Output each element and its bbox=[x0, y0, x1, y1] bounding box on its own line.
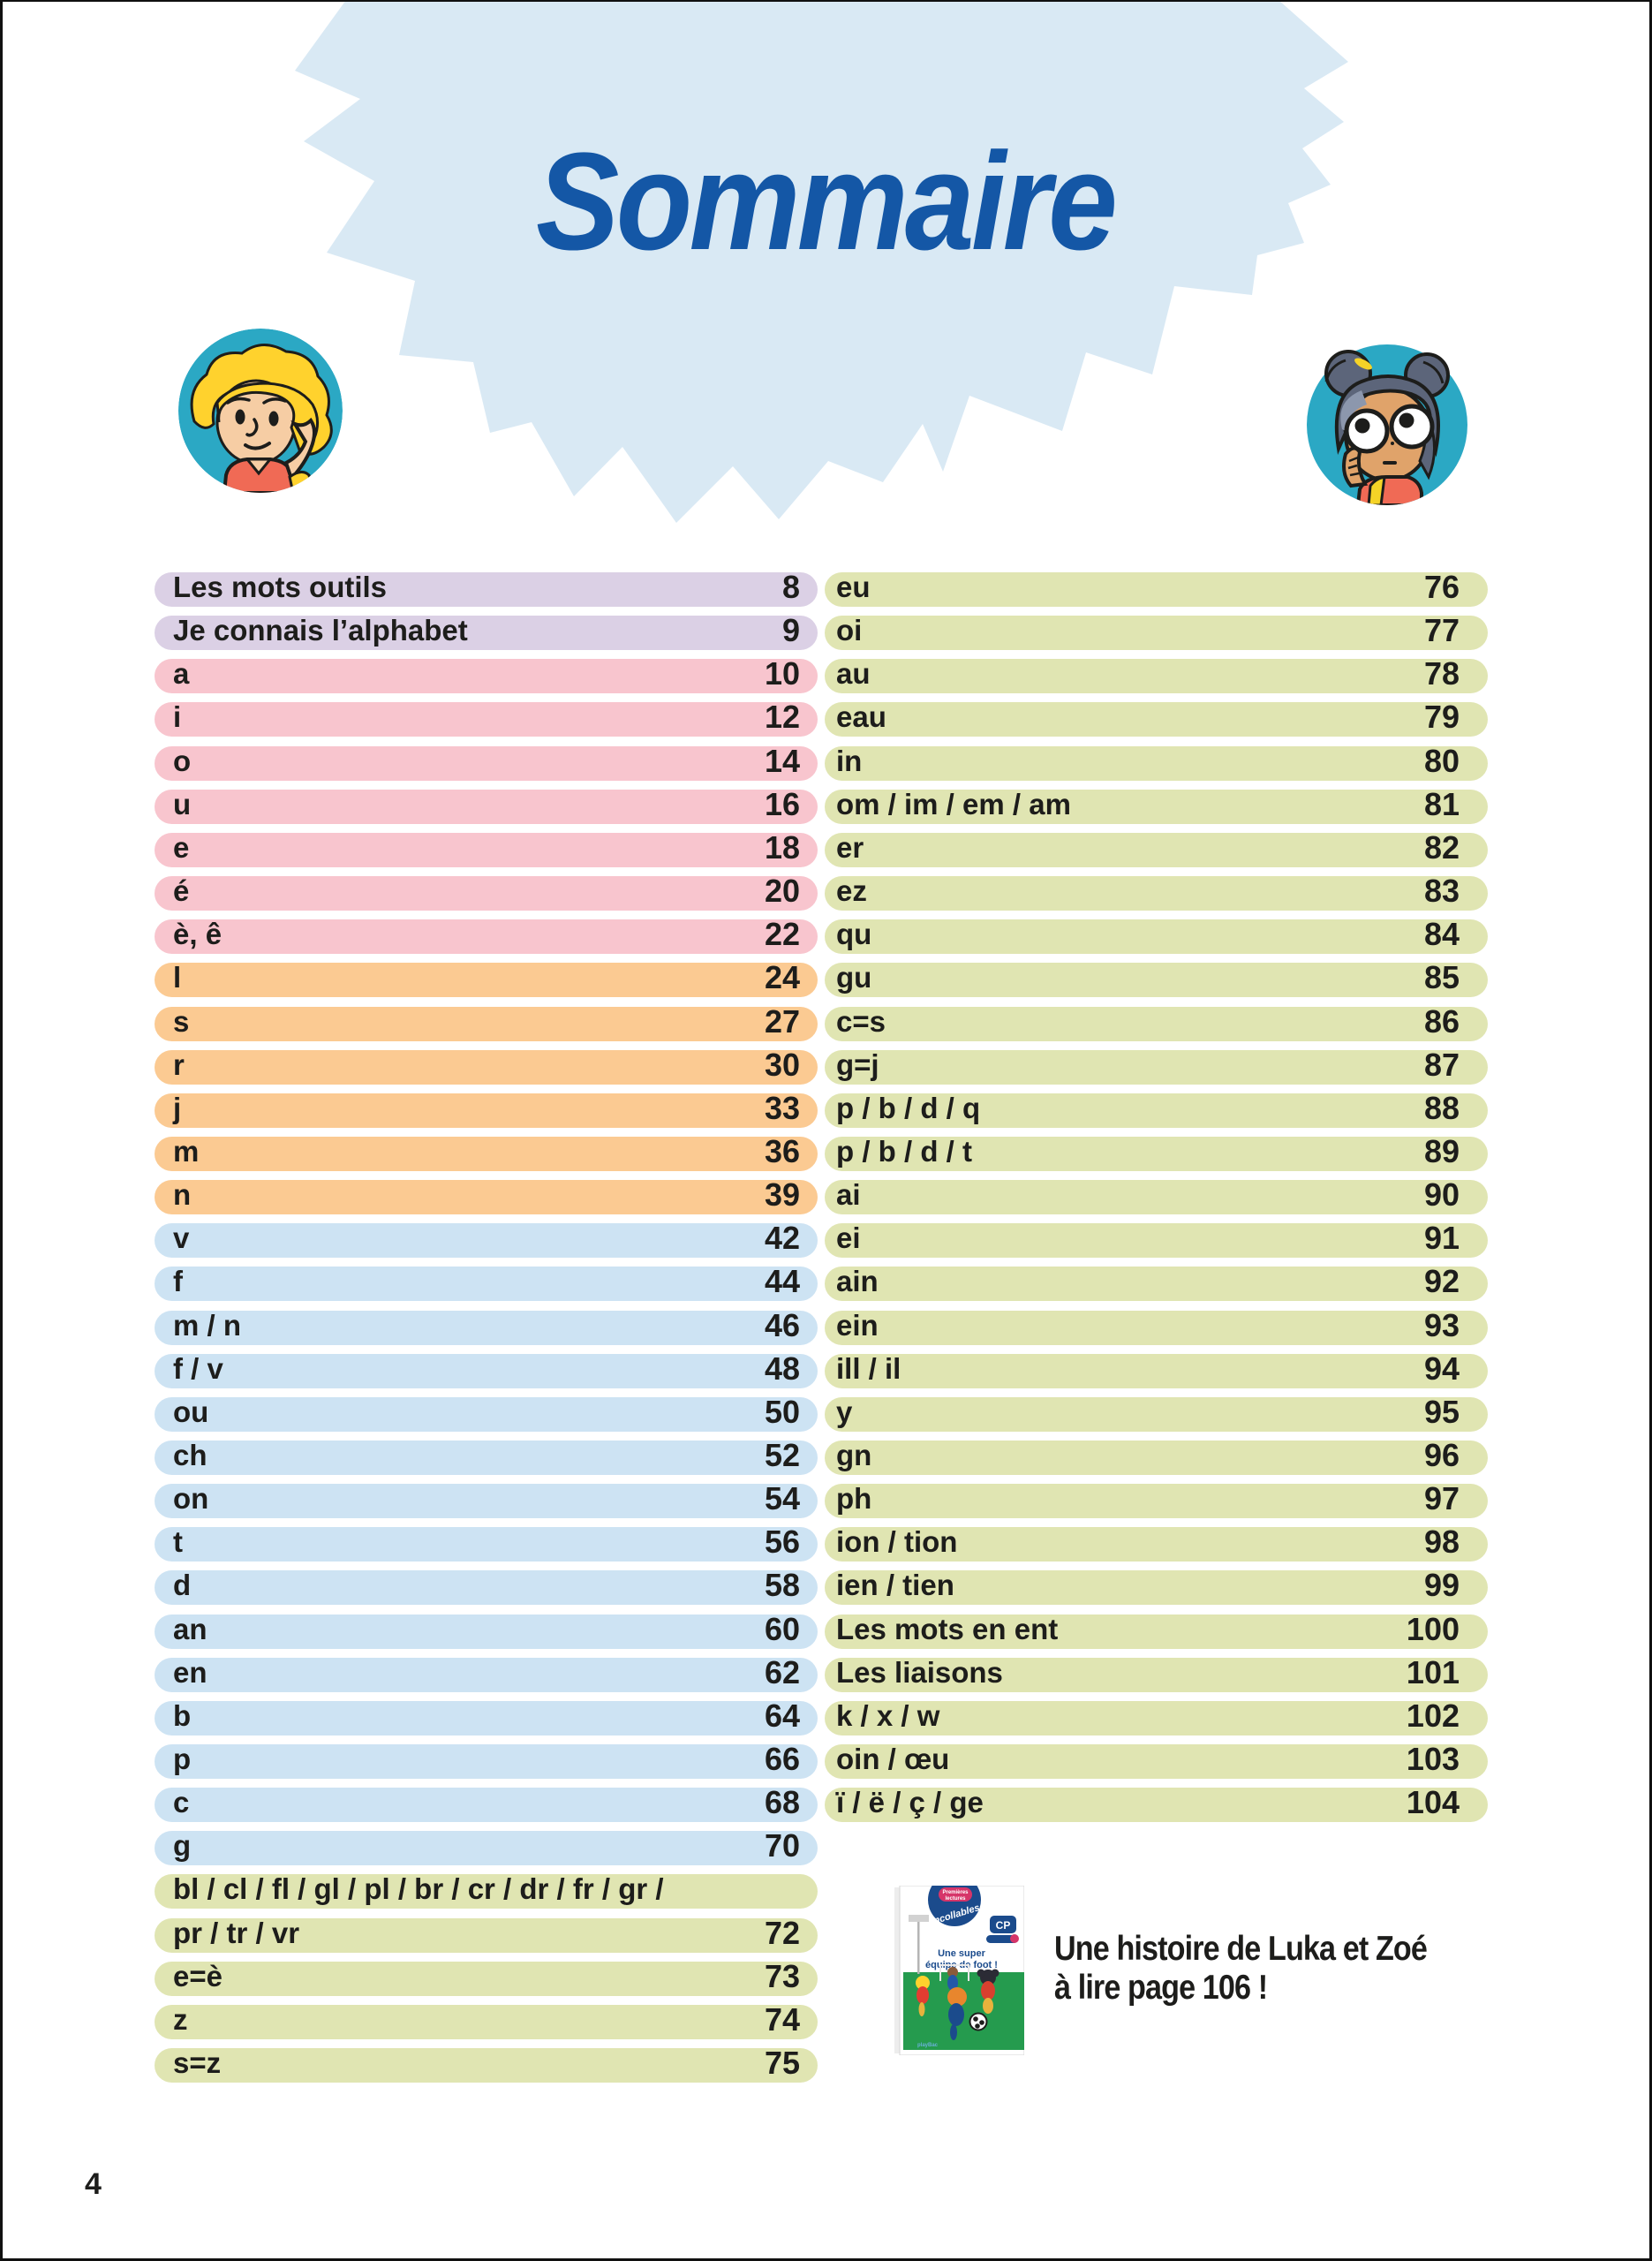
svg-text:playBac: playBac bbox=[917, 2043, 939, 2048]
svg-text:lectures: lectures bbox=[945, 1896, 966, 1902]
svg-text:Premières: Premières bbox=[942, 1890, 969, 1895]
svg-text:Une super: Une super bbox=[938, 1948, 986, 1959]
svg-text:CP: CP bbox=[996, 1919, 1011, 1932]
